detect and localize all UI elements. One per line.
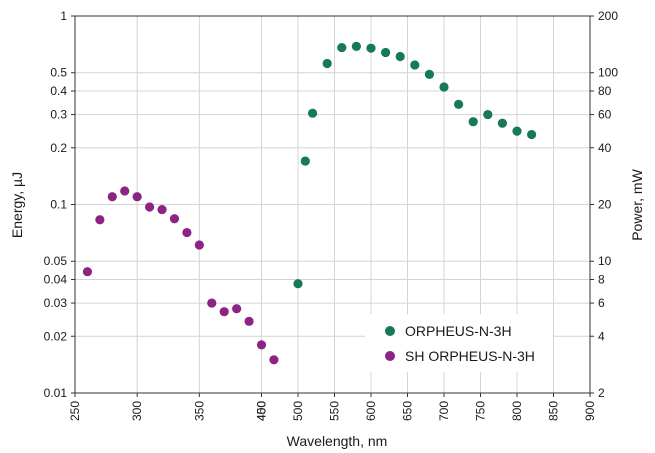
x-tick-label: 850 bbox=[547, 401, 561, 421]
x-tick-label: 700 bbox=[437, 401, 451, 421]
legend-box bbox=[365, 314, 553, 372]
y-right-tick-label: 60 bbox=[598, 108, 612, 122]
y-left-tick-label: 0.4 bbox=[50, 84, 67, 98]
y-left-tick-label: 0.02 bbox=[44, 329, 68, 343]
x-tick-label: 600 bbox=[364, 401, 378, 421]
point-orpheus bbox=[351, 41, 361, 51]
tick-marks bbox=[71, 15, 594, 397]
legend-label-orpheus: ORPHEUS-N-3H bbox=[405, 323, 512, 339]
x-tick-label: 350 bbox=[192, 401, 206, 421]
x-tick-label: 900 bbox=[583, 401, 597, 421]
point-sh-orpheus bbox=[194, 240, 204, 250]
x-tick-label: 550 bbox=[328, 401, 342, 421]
y-right-tick-label: 2 bbox=[598, 386, 605, 400]
data-points bbox=[82, 41, 537, 365]
y-left-tick-label: 0.3 bbox=[50, 108, 67, 122]
x-tick-label: 750 bbox=[474, 401, 488, 421]
x-tick-label: 400 bbox=[255, 401, 269, 421]
legend-marker-orpheus bbox=[385, 326, 395, 336]
y-axis-title-right: Power, mW bbox=[629, 168, 645, 240]
y-right-tick-label: 200 bbox=[598, 9, 618, 23]
point-orpheus bbox=[512, 126, 522, 136]
point-orpheus bbox=[300, 156, 310, 166]
y-left-tick-label: 0.01 bbox=[44, 386, 68, 400]
point-sh-orpheus bbox=[132, 192, 142, 202]
point-sh-orpheus bbox=[82, 267, 93, 277]
point-orpheus bbox=[395, 51, 405, 62]
point-orpheus bbox=[439, 82, 449, 92]
point-orpheus bbox=[337, 42, 347, 53]
point-sh-orpheus bbox=[232, 304, 242, 314]
point-sh-orpheus bbox=[244, 316, 254, 326]
y-left-tick-label: 0.2 bbox=[50, 141, 67, 155]
y-left-tick-label: 0.05 bbox=[44, 254, 68, 268]
y-left-tick-label: 0.1 bbox=[50, 198, 67, 212]
point-sh-orpheus bbox=[107, 192, 117, 202]
point-orpheus bbox=[381, 47, 391, 58]
y-right-tick-label: 8 bbox=[598, 273, 605, 287]
point-sh-orpheus bbox=[157, 204, 167, 215]
point-orpheus bbox=[497, 118, 507, 128]
y-axis-title-left: Energy, µJ bbox=[9, 172, 25, 238]
y-left-tick-label: 0.03 bbox=[44, 296, 68, 310]
x-tick-label: 500 bbox=[291, 401, 305, 421]
point-orpheus bbox=[424, 69, 434, 79]
x-tick-label: 450 bbox=[255, 401, 269, 421]
y-right-tick-label: 10 bbox=[598, 254, 612, 268]
point-orpheus bbox=[293, 279, 303, 289]
y-left-tick-label: 1 bbox=[60, 9, 67, 23]
point-sh-orpheus bbox=[207, 298, 217, 308]
y-right-tick-label: 100 bbox=[598, 66, 618, 80]
point-orpheus bbox=[454, 99, 464, 109]
point-sh-orpheus bbox=[182, 227, 192, 238]
point-sh-orpheus bbox=[169, 214, 180, 224]
point-sh-orpheus bbox=[145, 202, 155, 212]
y-right-tick-label: 20 bbox=[598, 198, 612, 212]
x-tick-label: 650 bbox=[401, 401, 415, 421]
legend-label-sh-orpheus: SH ORPHEUS-N-3H bbox=[405, 348, 535, 364]
y-right-tick-label: 4 bbox=[598, 329, 605, 343]
legend: ORPHEUS-N-3H SH ORPHEUS-N-3H bbox=[365, 314, 553, 372]
y-left-tick-label: 0.5 bbox=[50, 66, 67, 80]
y-right-tick-label: 80 bbox=[598, 84, 612, 98]
y-right-tick-label: 40 bbox=[598, 141, 612, 155]
point-orpheus bbox=[308, 108, 318, 118]
point-sh-orpheus bbox=[120, 186, 130, 196]
x-tick-label: 300 bbox=[130, 401, 144, 421]
y-right-tick-label: 6 bbox=[598, 296, 605, 310]
point-orpheus bbox=[483, 109, 493, 120]
point-sh-orpheus bbox=[256, 340, 267, 350]
point-sh-orpheus bbox=[269, 355, 279, 365]
point-orpheus bbox=[410, 60, 420, 70]
y-left-tick-label: 0.04 bbox=[44, 273, 68, 287]
point-sh-orpheus bbox=[95, 215, 105, 225]
point-orpheus bbox=[468, 117, 478, 127]
point-orpheus bbox=[322, 58, 332, 69]
point-orpheus bbox=[527, 129, 537, 140]
legend-marker-sh-orpheus bbox=[385, 351, 395, 361]
point-orpheus bbox=[366, 43, 376, 53]
point-sh-orpheus bbox=[219, 307, 229, 317]
x-tick-label: 250 bbox=[68, 401, 82, 421]
x-tick-label: 800 bbox=[510, 401, 524, 421]
x-axis-title: Wavelength, nm bbox=[287, 433, 388, 449]
